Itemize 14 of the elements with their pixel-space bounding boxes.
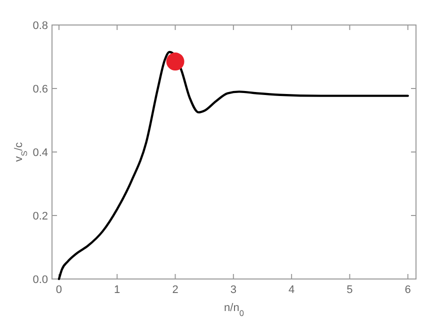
x-tick-label: 5	[346, 284, 353, 296]
y-tick-label: 0.6	[32, 84, 48, 96]
x-axis-title: n/n$_{0}$	[224, 302, 244, 318]
y-tick-label: 0.4	[32, 147, 48, 159]
line-series	[58, 50, 409, 280]
x-tick-label: 0	[56, 284, 62, 296]
x-tick-label: 6	[404, 284, 411, 296]
y-tick-label: 0.8	[32, 20, 48, 32]
x-tick-label: 1	[114, 284, 120, 296]
y-tick-label: 0.0	[32, 274, 48, 286]
y-tick-label: 0.2	[32, 210, 48, 222]
x-tick-label: 4	[288, 284, 295, 296]
x-tick-label: 3	[230, 284, 236, 296]
x-tick-label: 2	[172, 284, 178, 296]
